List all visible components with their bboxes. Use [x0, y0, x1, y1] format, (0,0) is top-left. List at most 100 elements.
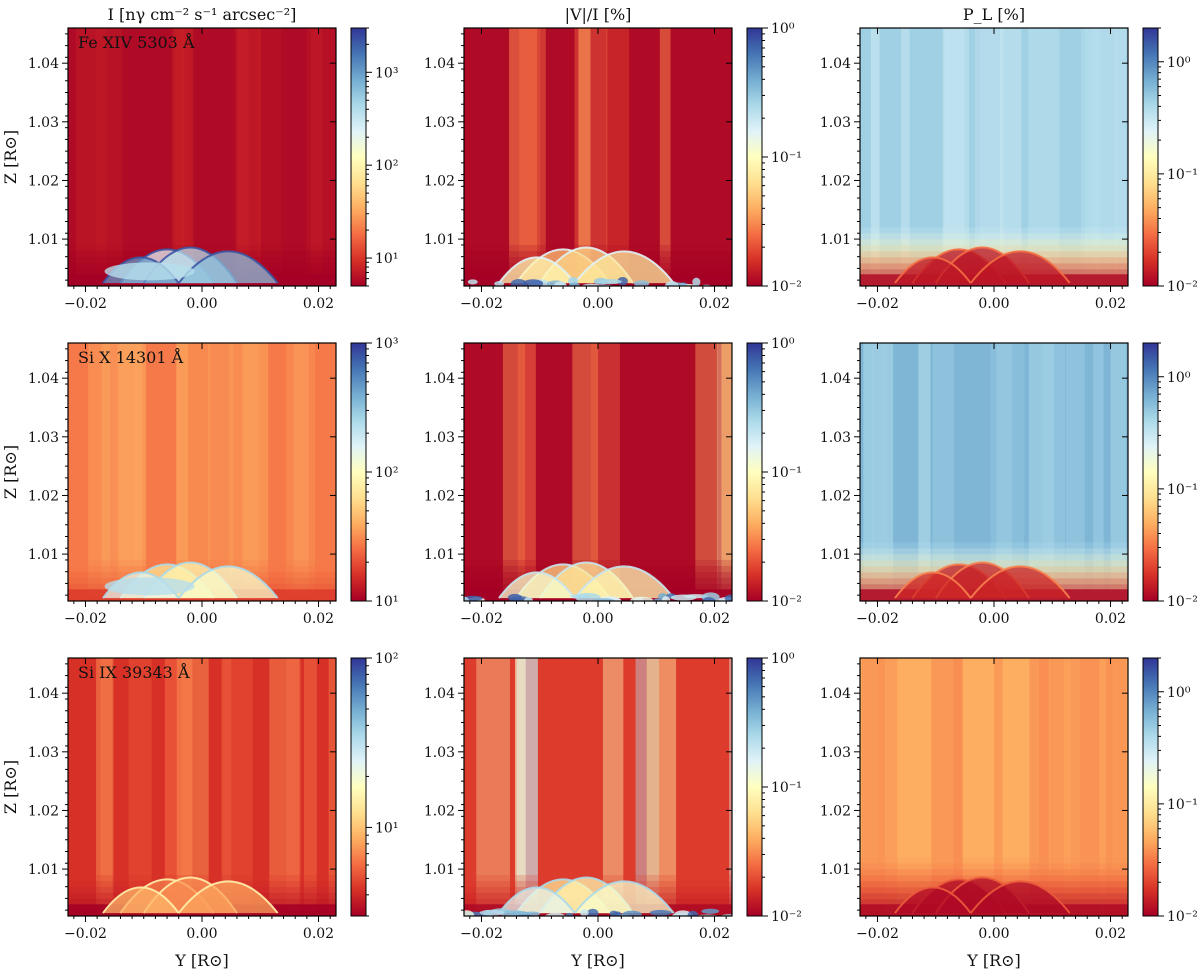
- x-tick-label: −0.02: [460, 926, 503, 942]
- y-tick-label: 1.02: [424, 173, 455, 189]
- surface-speckle: [625, 917, 645, 921]
- colorbar: [350, 27, 367, 287]
- field-streak: [269, 658, 300, 916]
- field-streak: [75, 28, 107, 286]
- y-tick-label: 1.02: [28, 173, 59, 189]
- field-streak: [229, 343, 260, 601]
- field-streak: [605, 28, 630, 286]
- field-streak: [1070, 658, 1100, 916]
- y-tick-label: 1.04: [424, 371, 455, 387]
- field-streak: [223, 658, 253, 916]
- y-tick-label: 1.02: [820, 488, 851, 504]
- loop-strand: [894, 886, 972, 914]
- y-tick-label: 1.01: [820, 232, 851, 248]
- heatmap-image: [860, 343, 1128, 601]
- y-tick-label: 1.01: [820, 547, 851, 563]
- colorbar: [746, 342, 763, 602]
- colorbar-tick-label: 10⁻²: [771, 594, 802, 610]
- heatmap-image: [68, 658, 336, 916]
- field-streak: [659, 28, 671, 286]
- field-streak: [578, 28, 591, 286]
- x-tick-label: 0.00: [978, 926, 1009, 942]
- heatmap-image: [464, 28, 732, 286]
- y-tick-label: 1.04: [424, 56, 455, 72]
- x-axis-label: Y [R⊙]: [570, 951, 625, 970]
- field-background: [464, 28, 732, 286]
- x-tick-label: 0.00: [978, 611, 1009, 627]
- field-streak: [328, 658, 336, 916]
- surface-speckle: [523, 596, 534, 601]
- field-streak: [1029, 658, 1049, 916]
- y-tick-label: 1.01: [28, 232, 59, 248]
- surface-speckle: [670, 594, 697, 601]
- loop-strand: [573, 880, 675, 914]
- field-streak: [572, 343, 599, 601]
- y-tick-label: 1.03: [820, 115, 851, 131]
- surface-speckle: [724, 594, 732, 601]
- field-streak: [996, 343, 1012, 601]
- y-tick-label: 1.04: [28, 686, 59, 702]
- surface-speckle: [665, 281, 679, 286]
- field-streak: [221, 658, 232, 916]
- colorbar-tick-label: 10⁻²: [771, 279, 802, 295]
- heatmap-image: [860, 28, 1128, 286]
- heatmap-image: [68, 343, 336, 601]
- field-streak: [1084, 28, 1119, 286]
- field-streak: [990, 343, 1025, 601]
- field-streak: [932, 343, 955, 601]
- field-streak: [646, 658, 677, 916]
- y-tick-label: 1.01: [424, 232, 455, 248]
- y-tick-label: 1.02: [28, 488, 59, 504]
- y-tick-label: 1.02: [424, 803, 455, 819]
- field-streak: [96, 658, 113, 916]
- column-title: I [nγ cm⁻² s⁻¹ arcsec⁻²]: [108, 5, 297, 24]
- x-tick-label: 0.02: [699, 926, 730, 942]
- x-axis-label: Y [R⊙]: [966, 951, 1021, 970]
- surface-speckle: [687, 910, 699, 916]
- field-streak: [1114, 28, 1127, 286]
- loop-strand: [498, 571, 576, 599]
- x-tick-label: −0.02: [856, 296, 899, 312]
- y-tick-label: 1.02: [820, 173, 851, 189]
- colorbar-tick-label: 10⁻²: [771, 909, 802, 925]
- x-tick-label: 0.02: [1095, 296, 1126, 312]
- colorbar-tick-label: 10⁰: [1167, 55, 1191, 71]
- colorbar-tick-label: 10⁰: [771, 21, 795, 37]
- y-tick-label: 1.03: [820, 430, 851, 446]
- field-streak: [293, 343, 309, 601]
- surface-speckle: [593, 598, 615, 601]
- surface-speckle: [612, 911, 622, 916]
- y-tick-label: 1.03: [28, 430, 59, 446]
- x-tick-label: 0.02: [303, 611, 334, 627]
- field-streak: [208, 343, 234, 601]
- field-streak: [975, 28, 1003, 286]
- y-tick-label: 1.01: [424, 547, 455, 563]
- y-axis-label: Z [R⊙]: [1, 760, 20, 814]
- heatmap-image: [860, 658, 1128, 916]
- field-streak: [870, 28, 880, 286]
- surface-speckle: [507, 593, 523, 601]
- loop-strand: [573, 565, 675, 599]
- surface-speckle: [622, 910, 642, 916]
- colorbar: [350, 342, 367, 602]
- field-streak: [874, 343, 892, 601]
- field-streak: [529, 28, 541, 286]
- y-tick-label: 1.02: [28, 803, 59, 819]
- x-tick-label: −0.02: [856, 926, 899, 942]
- loop-strand: [969, 250, 1071, 284]
- loop-strand: [969, 565, 1071, 599]
- colorbar-tick-label: 10⁰: [1167, 685, 1191, 701]
- colorbar-tick-label: 10²: [375, 158, 398, 174]
- field-streak: [695, 343, 718, 601]
- panel-r0-c2: −0.02 0.00 0.02 1.01 1.02 1.03 1.04 10⁻² 10⁻¹ 10⁰…: [820, 5, 1198, 312]
- field-streak: [602, 658, 624, 916]
- y-tick-label: 1.04: [820, 371, 851, 387]
- colorbar-tick-label: 10⁰: [771, 336, 795, 352]
- y-tick-label: 1.03: [28, 745, 59, 761]
- surface-speckle: [568, 282, 581, 286]
- field-streak: [257, 28, 282, 286]
- field-streak: [514, 658, 526, 916]
- column-title: P_L [%]: [963, 5, 1025, 24]
- x-tick-label: 0.00: [186, 926, 217, 942]
- surface-speckle: [649, 909, 672, 916]
